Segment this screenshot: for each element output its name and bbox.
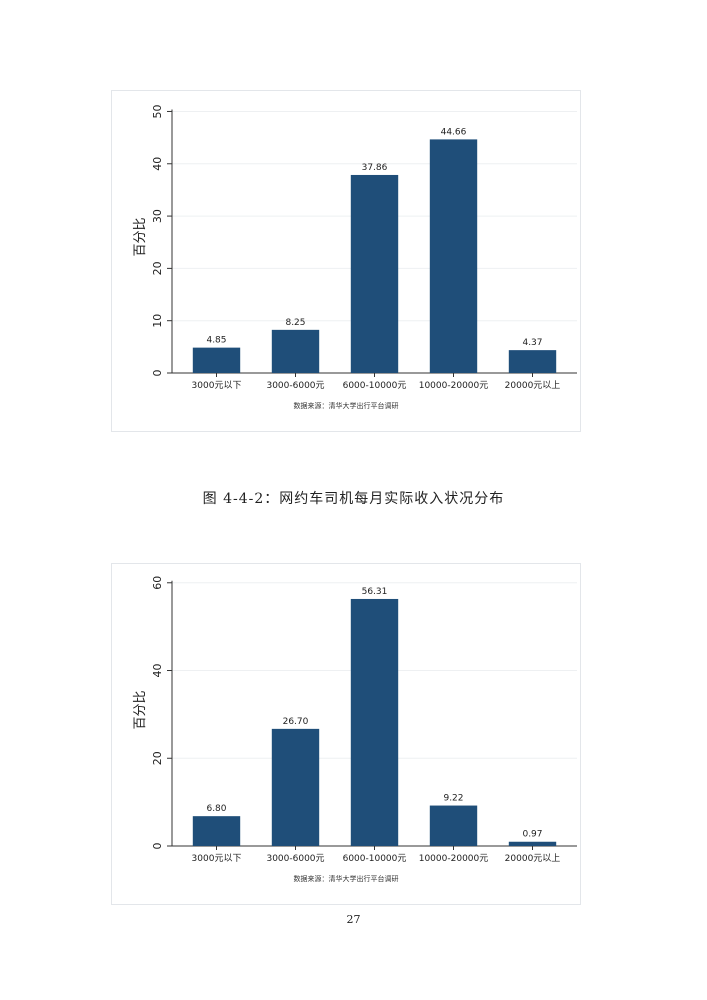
bar-5 xyxy=(508,841,557,846)
bar-3 xyxy=(350,174,399,373)
bar-5 xyxy=(508,350,557,373)
y-tick-label: 50 xyxy=(151,104,164,118)
bar-chart-2: 0 20 40 60 百分比 6.80 3000元以下 26.70 3000-6000元 56.3… xyxy=(133,576,577,864)
x-tick-label: 3000元以下 xyxy=(192,854,242,864)
y-tick-label: 0 xyxy=(151,843,164,850)
x-tick-label: 3000元以下 xyxy=(192,381,242,391)
data-label: 56.31 xyxy=(362,587,388,597)
chart-source-2: 数据来源：清华大学出行平台调研 xyxy=(293,875,399,883)
bar-4 xyxy=(429,139,478,373)
chart-panel-1: 0 10 20 30 40 50 百分比 4.85 3000元以下 8.25 3000-6000元 3… xyxy=(111,90,581,432)
data-label: 6.80 xyxy=(206,804,226,814)
y-tick-label: 60 xyxy=(151,576,164,590)
bar-chart-1: 0 10 20 30 40 50 百分比 4.85 3000元以下 8.25 3000-6000元 3… xyxy=(133,104,577,391)
x-tick-label: 10000-20000元 xyxy=(419,381,489,391)
y-tick-label: 30 xyxy=(151,209,164,223)
y-axis-label: 百分比 xyxy=(133,690,148,729)
data-label: 4.37 xyxy=(522,338,542,348)
x-tick-label: 3000-6000元 xyxy=(266,381,324,391)
y-tick-label: 40 xyxy=(151,664,164,678)
x-tick-label: 20000元以上 xyxy=(505,380,561,391)
chart-source-1: 数据来源：清华大学出行平台调研 xyxy=(293,402,399,410)
data-label: 9.22 xyxy=(443,794,463,804)
y-axis-label: 百分比 xyxy=(133,217,148,256)
y-tick-label: 0 xyxy=(151,370,164,377)
page-number: 27 xyxy=(346,913,361,926)
chart-panel-2: 0 20 40 60 百分比 6.80 3000元以下 26.70 3000-6000元 56.3… xyxy=(111,563,581,905)
data-label: 37.86 xyxy=(362,163,388,173)
data-label: 44.66 xyxy=(441,127,467,137)
bar-1 xyxy=(192,816,241,846)
x-tick-label: 10000-20000元 xyxy=(419,854,489,864)
data-label: 0.97 xyxy=(522,830,542,840)
bar-3 xyxy=(350,598,399,846)
data-label: 8.25 xyxy=(285,318,305,328)
y-tick-label: 20 xyxy=(151,261,164,275)
x-tick-label: 3000-6000元 xyxy=(266,854,324,864)
bar-2 xyxy=(271,728,320,846)
x-tick-label: 20000元以上 xyxy=(505,853,561,864)
y-tick-label: 40 xyxy=(151,157,164,171)
figure-caption: 图 4-4-2：网约车司机每月实际收入状况分布 xyxy=(202,491,505,507)
x-tick-label: 6000-10000元 xyxy=(343,854,407,864)
bar-4 xyxy=(429,805,478,846)
x-tick-label: 6000-10000元 xyxy=(343,381,407,391)
data-label: 4.85 xyxy=(206,336,226,346)
y-tick-label: 10 xyxy=(151,314,164,328)
data-label: 26.70 xyxy=(283,717,309,727)
bar-2 xyxy=(271,329,320,373)
bar-1 xyxy=(192,347,241,373)
y-tick-label: 20 xyxy=(151,751,164,765)
